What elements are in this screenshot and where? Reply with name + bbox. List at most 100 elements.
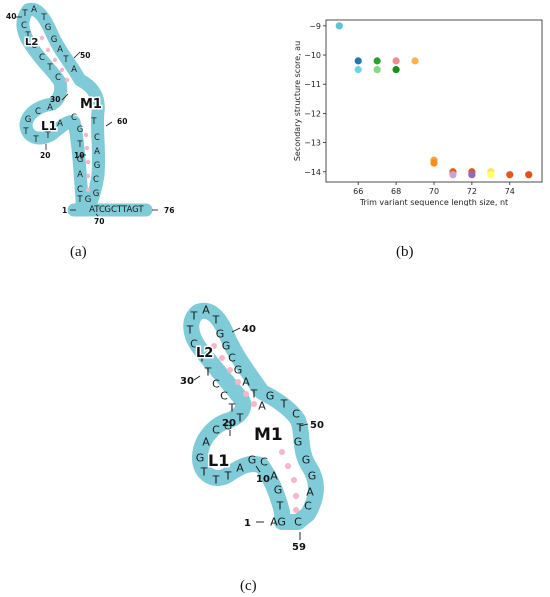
svg-text:A: A [57,45,63,55]
data-point [468,171,476,179]
svg-text:60: 60 [117,117,127,126]
panel-c-label-l1: L1 [208,451,229,470]
svg-text:T: T [228,402,236,415]
panel-c-label-l2: L2 [196,346,213,361]
data-point [430,159,438,167]
data-point [449,171,457,179]
panel-a-number-ticks [16,16,158,217]
svg-text:G: G [93,189,100,199]
svg-text:T: T [198,352,206,365]
y-tick-label: −10 [304,51,321,60]
svg-text:30: 30 [50,95,60,104]
svg-text:G: G [45,23,52,33]
data-point [373,66,381,74]
panel-a-tail-left: ATC [89,205,105,215]
svg-text:T: T [40,13,47,23]
data-point [354,57,362,65]
svg-text:G: G [51,35,58,45]
svg-text:G: G [94,161,101,171]
svg-text:C: C [55,73,61,83]
svg-text:T: T [224,470,232,483]
svg-text:A: A [47,103,53,113]
svg-text:20: 20 [40,151,50,160]
svg-text:C: C [21,21,27,31]
data-point [411,57,419,65]
panel-c-backbone [183,302,324,530]
svg-text:70: 70 [94,217,104,226]
svg-text:T: T [32,135,39,145]
panel-a-base-pairs [39,35,91,193]
chart-marks: 66 68 70 72 74 −9 −10 −11 −12 −13 −14 Trim variant … [293,19,543,206]
svg-text:G: G [216,328,225,341]
data-point [354,66,362,74]
svg-text:1: 1 [244,518,251,529]
svg-text:T: T [76,195,83,205]
svg-text:50: 50 [310,420,324,431]
panel-c-position-numbers: 40 30 50 20 10 1 59 [180,324,324,550]
svg-text:G: G [234,364,243,377]
svg-text:A: A [57,119,63,129]
y-tick-label: −9 [309,22,321,31]
svg-text:C: C [212,424,220,437]
x-tick-label: 74 [505,187,515,196]
y-tick-label: −14 [304,168,321,177]
panel-c-end-seq: C [294,516,302,529]
svg-text:A: A [77,170,83,180]
data-point [392,66,400,74]
svg-text:30: 30 [180,376,194,387]
panel-a-label-l2: L2 [25,37,38,48]
panel-a-position-numbers: 40 50 30 60 20 10 1 70 76 [6,12,174,226]
svg-text:50: 50 [80,51,90,60]
svg-text:T: T [21,9,28,19]
x-tick-label: 68 [391,187,401,196]
svg-text:C: C [220,390,228,403]
panel-a-label-l1: L1 [41,119,57,133]
svg-text:T: T [76,140,83,150]
data-point [373,57,381,65]
svg-text:A: A [242,376,250,389]
svg-text:A: A [202,436,210,449]
svg-text:T: T [90,117,97,127]
x-tick-label: 66 [353,187,363,196]
svg-text:T: T [204,366,212,379]
svg-text:G: G [308,470,317,483]
svg-text:T: T [24,31,31,41]
panel-a-label-m1: M1 [80,97,102,112]
svg-text:A: A [258,400,266,413]
svg-text:C: C [93,175,99,185]
svg-text:A: A [71,65,77,75]
svg-text:A: A [94,147,100,157]
x-axis-label: Trim variant sequence length size, nt [359,198,508,206]
svg-text:G: G [25,115,32,125]
svg-text:C: C [39,53,45,63]
svg-text:G: G [77,125,84,135]
svg-text:C: C [31,41,37,51]
svg-text:G: G [248,454,257,467]
svg-text:T: T [280,398,288,411]
panel-c-base-pairs [211,343,299,513]
svg-text:A: A [202,304,210,317]
y-axis-label: Secondary structure score, au [293,41,302,161]
svg-text:C: C [77,185,83,195]
svg-text:C: C [212,378,220,391]
svg-text:A: A [270,470,278,483]
svg-text:T: T [186,324,194,337]
svg-text:C: C [71,113,77,123]
svg-text:G: G [274,484,283,497]
panel-c-label-m1: M1 [254,425,283,445]
svg-text:T: T [236,412,244,425]
svg-text:C: C [304,500,312,513]
svg-text:40: 40 [6,12,16,21]
svg-text:A: A [236,462,244,475]
svg-text:T: T [212,474,220,487]
data-point [487,171,495,179]
y-tick-label: −11 [304,80,321,89]
svg-text:G: G [302,454,311,467]
x-tick-label: 70 [429,187,439,196]
svg-text:C: C [228,352,236,365]
panel-c-number-ticks [193,327,309,540]
svg-text:T: T [200,466,208,479]
